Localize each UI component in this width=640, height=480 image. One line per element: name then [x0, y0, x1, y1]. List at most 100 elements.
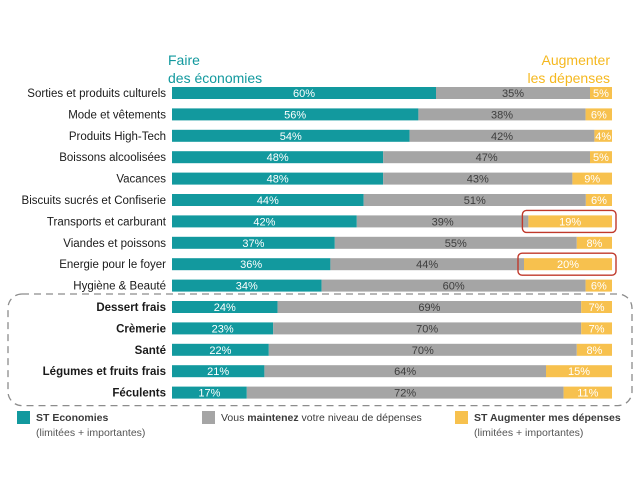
- bar-economies-dessert-frais: [172, 301, 278, 313]
- bar-increase-produits-high-tech: [594, 129, 612, 142]
- bar-economies-transports-et-carburant: [172, 215, 357, 228]
- bar-label-economies-cremerie: 23%: [212, 323, 234, 335]
- category-label-legumes-et-fruits-frais: Légumes et fruits frais: [43, 366, 166, 378]
- legend-swatch-increase: [455, 411, 468, 424]
- bar-label-economies-mode-et-vetements: 56%: [284, 109, 306, 121]
- bar-increase-mode-et-vetements: [585, 108, 612, 121]
- legend-maintain-bold: maintenez: [247, 412, 298, 424]
- bar-label-maintain-viandes-et-poissons: 55%: [445, 238, 467, 250]
- bar-maintain-hygiene-beaute: [321, 279, 586, 292]
- legend-label-maintain: Vous maintenez votre niveau de dépenses: [221, 412, 422, 424]
- bar-increase-boissons-alcoolisees: [590, 151, 612, 164]
- category-label-boissons-alcoolisees: Boissons alcoolisées: [59, 152, 166, 164]
- highlight-box-transports-et-carburant: [521, 209, 617, 234]
- bar-label-increase-hygiene-beaute: 6%: [591, 281, 607, 293]
- bar-increase-dessert-frais: [581, 301, 612, 313]
- bar-maintain-dessert-frais: [277, 301, 582, 313]
- bar-label-increase-legumes-et-fruits-frais: 15%: [568, 366, 590, 378]
- bar-label-maintain-cremerie: 70%: [416, 323, 438, 335]
- bar-label-maintain-mode-et-vetements: 38%: [491, 109, 513, 121]
- category-label-sante: Santé: [135, 345, 166, 357]
- highlight-marks: [7, 209, 633, 407]
- bar-label-increase-mode-et-vetements: 6%: [591, 109, 607, 121]
- bar-label-maintain-energie-pour-le-foyer: 44%: [416, 259, 438, 271]
- bar-increase-energie-pour-le-foyer: [524, 258, 612, 271]
- bar-economies-biscuits-sucres-et-confiserie: [172, 194, 364, 206]
- bar-label-maintain-produits-high-tech: 42%: [491, 131, 513, 143]
- bar-economies-sorties-et-produits-culturels: [172, 87, 436, 99]
- legend-sub-economies: (limitées + importantes): [36, 427, 145, 439]
- bar-label-economies-vacances: 48%: [267, 174, 289, 186]
- legend-swatch-economies: [17, 411, 30, 424]
- bar-maintain-boissons-alcoolisees: [383, 151, 590, 164]
- bar-label-maintain-vacances: 43%: [467, 174, 489, 186]
- bar-economies-sante: [172, 343, 269, 356]
- bar-label-increase-feculents: 11%: [577, 388, 598, 400]
- category-label-hygiene-beaute: Hygiène & Beauté: [73, 281, 166, 293]
- bar-label-economies-feculents: 17%: [198, 388, 220, 400]
- bar-label-increase-viandes-et-poissons: 8%: [586, 238, 602, 250]
- legend-label-increase: ST Augmenter mes dépenses: [474, 412, 621, 424]
- bar-economies-produits-high-tech: [172, 129, 410, 142]
- bar-increase-sorties-et-produits-culturels: [590, 87, 612, 99]
- bar-label-maintain-sante: 70%: [412, 345, 434, 357]
- bar-maintain-viandes-et-poissons: [334, 236, 577, 249]
- bar-label-increase-vacances: 9%: [584, 174, 600, 186]
- category-label-viandes-et-poissons: Viandes et poissons: [63, 238, 166, 250]
- bar-maintain-sorties-et-produits-culturels: [436, 87, 590, 99]
- legend: ST Economies (limitées + importantes) Vo…: [17, 411, 621, 439]
- bar-label-economies-dessert-frais: 24%: [214, 302, 236, 314]
- bar-increase-vacances: [572, 172, 612, 185]
- legend-sub-increase: (limitées + importantes): [474, 427, 583, 439]
- category-label-mode-et-vetements: Mode et vêtements: [68, 109, 166, 121]
- bar-economies-feculents: [172, 386, 247, 399]
- bar-economies-cremerie: [172, 322, 274, 335]
- bar-label-maintain-sorties-et-produits-culturels: 35%: [502, 88, 524, 100]
- bar-maintain-vacances: [383, 172, 573, 185]
- legend-maintain-post: votre niveau de dépenses: [299, 412, 422, 424]
- bar-maintain-transports-et-carburant: [356, 215, 529, 228]
- bar-maintain-produits-high-tech: [409, 129, 595, 142]
- bar-maintain-cremerie: [273, 322, 582, 335]
- bar-increase-hygiene-beaute: [585, 279, 612, 292]
- bar-label-maintain-legumes-et-fruits-frais: 64%: [394, 366, 416, 378]
- bar-label-increase-produits-high-tech: 4%: [595, 131, 611, 143]
- bar-label-economies-sante: 22%: [209, 345, 231, 357]
- bar-increase-viandes-et-poissons: [576, 236, 612, 249]
- category-label-dessert-frais: Dessert frais: [96, 302, 166, 314]
- header-save-line1: Faire: [168, 52, 200, 68]
- bar-economies-legumes-et-fruits-frais: [172, 365, 265, 378]
- bar-label-increase-sante: 8%: [586, 345, 602, 357]
- header-save-line2: des économies: [168, 70, 262, 86]
- bar-label-economies-biscuits-sucres-et-confiserie: 44%: [257, 195, 279, 207]
- category-labels: Sorties et produits culturels Mode et vêt…: [22, 88, 167, 400]
- bar-economies-energie-pour-le-foyer: [172, 258, 331, 271]
- bar-increase-feculents: [563, 386, 612, 399]
- bar-label-economies-viandes-et-poissons: 37%: [242, 238, 264, 250]
- dashed-group-outline: [7, 293, 633, 407]
- bar-label-economies-produits-high-tech: 54%: [280, 131, 302, 143]
- category-label-produits-high-tech: Produits High-Tech: [69, 131, 166, 143]
- bar-label-increase-sorties-et-produits-culturels: 5%: [593, 88, 609, 100]
- category-label-biscuits-sucres-et-confiserie: Biscuits sucrés et Confiserie: [22, 195, 166, 207]
- bar-economies-mode-et-vetements: [172, 108, 419, 121]
- bar-label-economies-transports-et-carburant: 42%: [253, 216, 275, 228]
- category-label-sorties-et-produits-culturels: Sorties et produits culturels: [27, 88, 166, 100]
- header-increase-line1: Augmenter: [542, 52, 611, 68]
- category-label-vacances: Vacances: [116, 174, 166, 186]
- bar-label-maintain-feculents: 72%: [394, 388, 416, 400]
- bar-label-maintain-hygiene-beaute: 60%: [443, 281, 465, 293]
- category-label-cremerie: Crèmerie: [116, 323, 166, 335]
- category-label-energie-pour-le-foyer: Energie pour le foyer: [59, 259, 166, 271]
- bar-label-maintain-transports-et-carburant: 39%: [432, 216, 454, 228]
- bar-economies-vacances: [172, 172, 384, 185]
- bar-maintain-energie-pour-le-foyer: [330, 258, 524, 271]
- bar-label-maintain-dessert-frais: 69%: [418, 302, 440, 314]
- bar-label-economies-legumes-et-fruits-frais: 21%: [207, 366, 229, 378]
- bar-increase-sante: [576, 343, 612, 356]
- bars-group: 60% 35% 5% 56% 38% 6% 54% 42% 4% 48% 47% 5% 48% 43% 9%…: [172, 87, 612, 400]
- bar-label-increase-boissons-alcoolisees: 5%: [593, 152, 609, 164]
- bar-maintain-biscuits-sucres-et-confiserie: [363, 194, 586, 206]
- bar-maintain-mode-et-vetements: [418, 108, 586, 121]
